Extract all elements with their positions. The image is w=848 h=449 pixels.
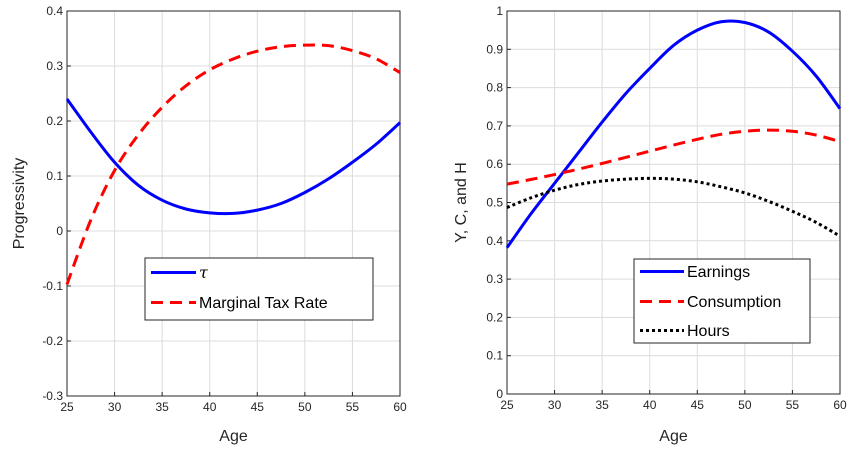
y-tick-label: 0.8 (486, 81, 503, 95)
plot-frame (66, 10, 401, 397)
legend-label-earnings: Earnings (687, 264, 750, 281)
x-tick-label: 45 (691, 398, 705, 412)
x-tick-label: 35 (595, 398, 609, 412)
x-axis-label: Age (219, 428, 248, 445)
series-lines (505, 19, 842, 249)
x-tick-label: 25 (60, 400, 74, 414)
x-tick-label: 45 (251, 400, 265, 414)
y-tick-label: 0 (496, 387, 503, 401)
x-tick-label: 55 (346, 400, 360, 414)
y-tick-label: 1 (496, 4, 503, 18)
y-tick-label: 0.9 (486, 42, 503, 56)
axis-ticks: 25 30 35 40 45 50 55 60 0 0.1 0.2 0.3 0.4 0.5 0.6 0.7 0.… (486, 4, 847, 412)
legend: τ Marginal Tax Rate (144, 257, 374, 321)
series-line-tau (65, 98, 402, 216)
y-tick-label: 0.2 (46, 114, 63, 128)
progressivity-panel: 25 30 35 40 45 50 55 60 -0.3 -0.2 -0.1 0 0.1 0.2 0.3 0.… (11, 4, 407, 445)
series-lines (65, 43, 402, 285)
x-tick-label: 50 (298, 400, 312, 414)
series-line-hours (506, 176, 841, 238)
x-tick-label: 40 (643, 398, 657, 412)
legend-label-marginal-tax-rate: Marginal Tax Rate (199, 295, 328, 312)
y-tick-label: 0.3 (486, 272, 503, 286)
y-axis-label: Y, C, and H (453, 162, 470, 243)
y-tick-label: 0.1 (486, 349, 503, 363)
legend-box (144, 257, 374, 321)
legend: Earnings Consumption Hours (633, 258, 811, 344)
x-tick-label: 30 (108, 400, 122, 414)
y-tick-label: 0.4 (46, 4, 63, 18)
series-line-consumption (506, 128, 841, 186)
y-tick-label: 0.4 (486, 234, 503, 248)
series-line-marginal-tax-rate (65, 43, 401, 285)
y-tick-label: 0.6 (486, 157, 503, 171)
ych-panel: 25 30 35 40 45 50 55 60 0 0.1 0.2 0.3 0.4 0.5 0.6 0.7 0.… (453, 4, 847, 445)
y-axis-label: Progressivity (11, 158, 28, 250)
legend-label-tau: τ (199, 263, 209, 282)
y-tick-label: -0.3 (42, 389, 63, 403)
x-tick-label: 35 (155, 400, 169, 414)
y-tick-label: 0.5 (486, 196, 503, 210)
y-tick-label: 0 (56, 224, 63, 238)
x-tick-label: 60 (833, 398, 847, 412)
y-tick-label: 0.1 (46, 169, 63, 183)
y-tick-label: 0.2 (486, 310, 503, 324)
axis-ticks: 25 30 35 40 45 50 55 60 -0.3 -0.2 -0.1 0 0.1 0.2 0.3 0.… (42, 4, 407, 414)
x-tick-label: 55 (786, 398, 800, 412)
grid (66, 10, 401, 397)
series-line-earnings (505, 19, 842, 249)
x-tick-label: 25 (500, 398, 514, 412)
legend-label-consumption: Consumption (687, 294, 781, 311)
legend-label-hours: Hours (687, 323, 730, 340)
y-tick-label: 0.3 (46, 59, 63, 73)
x-axis-label: Age (659, 428, 688, 445)
x-tick-label: 50 (738, 398, 752, 412)
y-tick-label: -0.1 (42, 279, 63, 293)
x-tick-label: 60 (393, 400, 407, 414)
x-tick-label: 30 (548, 398, 562, 412)
x-tick-label: 40 (203, 400, 217, 414)
y-tick-label: 0.7 (486, 119, 503, 133)
y-tick-label: -0.2 (42, 334, 63, 348)
